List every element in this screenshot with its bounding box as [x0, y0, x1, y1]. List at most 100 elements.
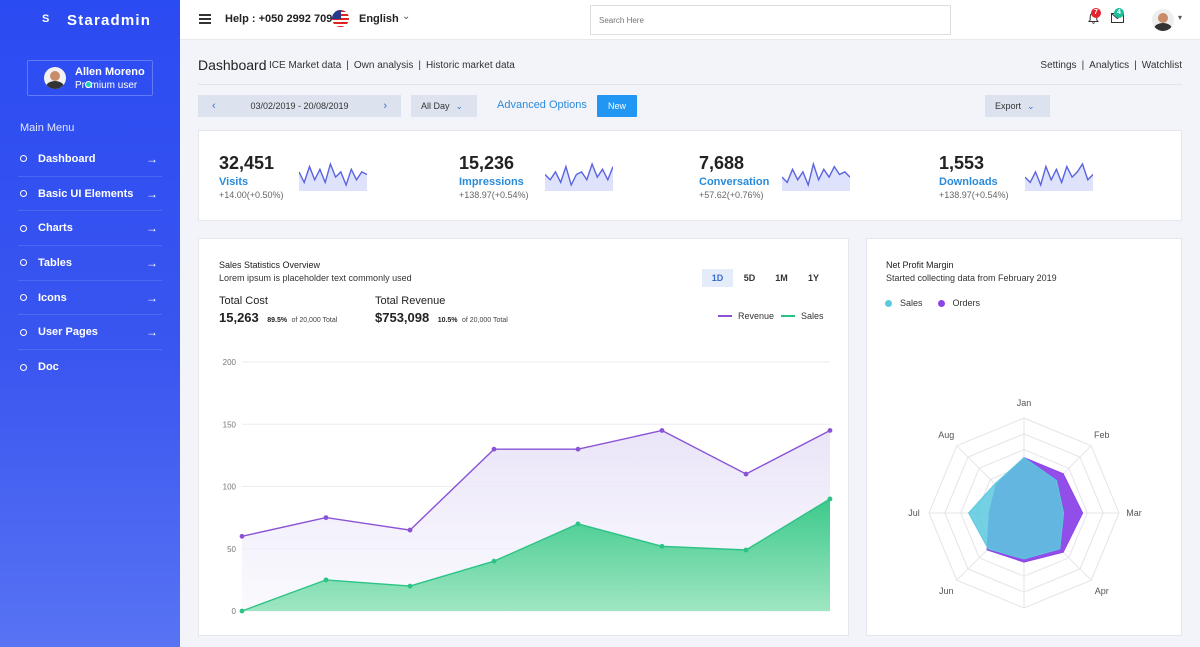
- sparkline: [782, 161, 850, 191]
- stat-label: Visits: [219, 176, 249, 188]
- total-revenue-of: of 20,000 Total: [462, 317, 508, 324]
- stat-label: Impressions: [459, 176, 524, 188]
- export-dropdown[interactable]: Export ⌄: [985, 95, 1050, 117]
- header-links: Settings | Analytics | Watchlist: [1040, 60, 1182, 71]
- legend-label: Sales: [801, 311, 824, 321]
- analytics-link[interactable]: Analytics: [1089, 60, 1130, 71]
- total-cost-value: 15,263: [219, 310, 259, 325]
- arrow-right-icon: →: [146, 151, 158, 166]
- sidebar-item-doc[interactable]: Doc: [18, 350, 162, 385]
- legend-sales[interactable]: Sales: [885, 298, 923, 308]
- crumb-own-analysis[interactable]: Own analysis: [353, 60, 414, 71]
- legend-swatch: [781, 315, 796, 317]
- sales-area-chart: 0 50 100 150 200: [223, 358, 833, 616]
- data-point: [575, 521, 581, 527]
- arrow-right-icon: →: [146, 290, 158, 305]
- tab-5d[interactable]: 5D: [743, 273, 756, 283]
- tab-1y[interactable]: 1Y: [807, 273, 819, 283]
- data-point: [491, 558, 497, 564]
- axis-label: Jul: [908, 508, 920, 518]
- chart-legend: Revenue Sales: [718, 311, 831, 321]
- crumb-ice-market-data[interactable]: ICE Market data: [269, 60, 342, 71]
- watchlist-link[interactable]: Watchlist: [1141, 60, 1182, 71]
- chevron-down-icon[interactable]: ⌄: [402, 11, 411, 22]
- period-dropdown[interactable]: All Day ⌄: [411, 95, 477, 117]
- circle-icon: [20, 328, 27, 336]
- date-range-picker[interactable]: ‹ 03/02/2019 - 20/08/2019 ›: [198, 95, 401, 117]
- stat-value: 32,451: [219, 153, 275, 173]
- search-input[interactable]: [599, 15, 942, 25]
- sidebar-item-charts[interactable]: Charts →: [18, 211, 162, 247]
- sidebar: S Staradmin Allen Moreno Premium user Ma…: [0, 0, 180, 647]
- brand-name: Staradmin: [67, 11, 152, 29]
- series-area-sales: [967, 456, 1065, 560]
- axis-label: Feb: [1094, 430, 1110, 440]
- advanced-options-link[interactable]: Advanced Options: [497, 99, 587, 111]
- tab-1d[interactable]: 1D: [702, 269, 733, 287]
- range-tabs: 1D 5D 1M 1Y: [702, 269, 830, 287]
- legend-orders[interactable]: Orders: [937, 298, 981, 308]
- brand-logo[interactable]: S Staradmin: [0, 0, 180, 40]
- chevron-left-icon[interactable]: ‹: [212, 100, 216, 112]
- sparkline: [299, 161, 367, 191]
- sidebar-item-icons[interactable]: Icons →: [18, 281, 162, 316]
- stat-visits: 32,451 Visits +14.00(+0.50%): [219, 153, 284, 200]
- brand-mark: S: [42, 13, 51, 25]
- series-area-sales: [242, 498, 830, 611]
- total-revenue-label: Total Revenue: [375, 295, 446, 307]
- legend-swatch: [885, 299, 892, 307]
- circle-icon: [20, 363, 27, 371]
- legend-sales[interactable]: Sales: [781, 311, 824, 321]
- chart-legend: Sales Orders: [885, 298, 995, 308]
- total-cost: Total Cost 15,263 89.5% of 20,000 Total: [219, 295, 337, 327]
- stat-value: 15,236: [459, 153, 515, 173]
- settings-link[interactable]: Settings: [1040, 60, 1077, 71]
- page-title: Dashboard: [198, 57, 267, 73]
- card-subtitle: Started collecting data from February 20…: [886, 273, 1057, 283]
- circle-icon: [20, 294, 27, 302]
- arrow-right-icon: →: [146, 325, 158, 340]
- sparkline-line: [545, 161, 613, 187]
- user-avatar[interactable]: [1152, 9, 1174, 31]
- legend-revenue[interactable]: Revenue: [718, 311, 774, 321]
- stat-delta: +138.97(+0.54%): [459, 190, 529, 200]
- help-phone[interactable]: Help : +050 2992 709: [225, 13, 333, 25]
- arrow-right-icon: →: [146, 255, 158, 270]
- menu-toggle-icon[interactable]: [199, 14, 211, 24]
- legend-label: Sales: [900, 298, 923, 308]
- sidebar-item-basic-ui[interactable]: Basic UI Elements →: [18, 177, 162, 212]
- data-point: [323, 577, 329, 583]
- profile-name: Allen Moreno: [75, 65, 145, 78]
- data-point: [659, 543, 665, 549]
- search-box[interactable]: [590, 5, 951, 35]
- avatar: [44, 67, 66, 89]
- language-selector[interactable]: English: [359, 13, 399, 25]
- new-button[interactable]: New: [597, 95, 637, 117]
- data-point: [743, 547, 749, 553]
- data-point: [239, 533, 245, 539]
- sidebar-item-tables[interactable]: Tables →: [18, 246, 162, 281]
- net-profit-card: Net Profit Margin Started collecting dat…: [866, 238, 1182, 636]
- chevron-down-icon[interactable]: ▾: [1178, 13, 1183, 22]
- chevron-right-icon[interactable]: ›: [383, 100, 387, 112]
- sparkline-line: [782, 161, 850, 188]
- sidebar-item-user-pages[interactable]: User Pages →: [18, 315, 162, 351]
- message-count-badge: 4: [1114, 8, 1124, 18]
- y-tick-label: 200: [223, 358, 237, 367]
- tab-1m[interactable]: 1M: [775, 273, 788, 283]
- y-tick-label: 0: [232, 607, 237, 616]
- divider: [198, 84, 1182, 85]
- card-title: Sales Statistics Overview: [219, 260, 321, 270]
- crumb-historic-market-data[interactable]: Historic market data: [425, 60, 515, 71]
- us-flag-icon[interactable]: [332, 10, 349, 27]
- circle-icon: [20, 190, 27, 198]
- export-label: Export: [995, 101, 1022, 111]
- profile-card[interactable]: Allen Moreno Premium user: [27, 60, 153, 96]
- stat-downloads: 1,553 Downloads +138.97(+0.54%): [939, 153, 1009, 200]
- legend-label: Orders: [952, 298, 981, 308]
- total-cost-label: Total Cost: [219, 295, 268, 307]
- axis-label: Apr: [1095, 586, 1109, 596]
- axis-label: Jun: [939, 586, 954, 596]
- sidebar-item-dashboard[interactable]: Dashboard →: [18, 142, 162, 177]
- profile-role: Premium user: [75, 79, 138, 91]
